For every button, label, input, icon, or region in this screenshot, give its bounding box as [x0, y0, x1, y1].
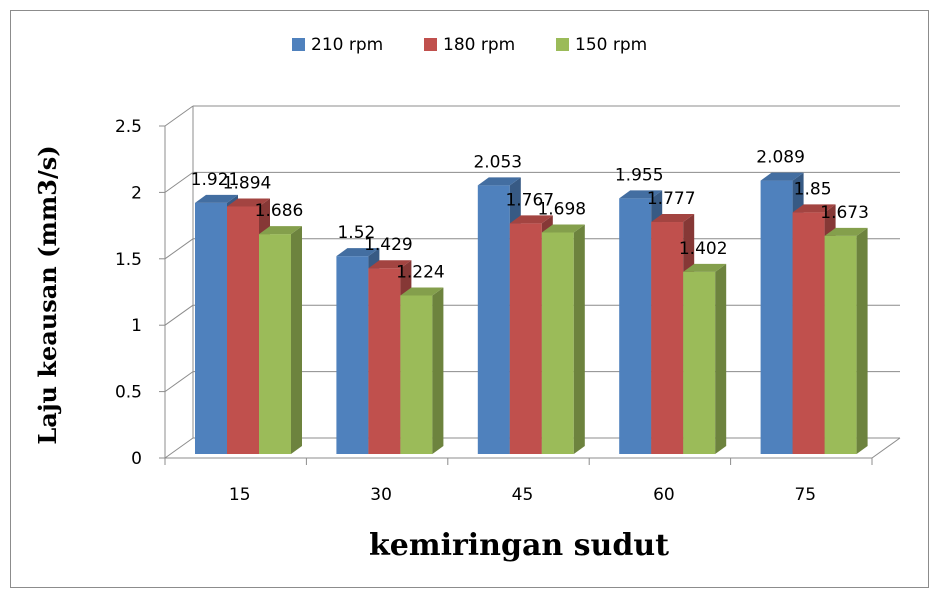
data-label: 1.673	[820, 203, 869, 223]
bar-front	[651, 222, 684, 454]
y-tick-label: 2	[131, 183, 142, 203]
legend-swatch	[292, 38, 305, 51]
bar-top	[760, 172, 804, 181]
bars	[195, 172, 868, 454]
x-tick-label: 45	[512, 485, 534, 505]
legend-label: 150 rpm	[575, 35, 647, 55]
bar-top	[368, 260, 412, 269]
data-label: 1.767	[505, 190, 554, 210]
data-label: 2.089	[756, 148, 805, 168]
y-tick-label: 2.5	[115, 117, 142, 137]
data-labels: 1.9211.8941.6861.521.4291.2242.0531.7671…	[191, 148, 869, 283]
gridline-side	[164, 105, 194, 127]
bar-top	[259, 226, 302, 235]
data-label: 1.686	[255, 201, 304, 221]
floor-right-edge	[871, 437, 901, 459]
gridline-side	[164, 304, 194, 326]
data-label: 1.955	[615, 165, 664, 185]
legend-swatch	[424, 38, 437, 51]
y-axis-title: Laju keausan (mm3/s)	[33, 145, 62, 444]
bar-top	[227, 198, 270, 207]
bar	[683, 263, 727, 454]
bar-front	[792, 212, 825, 454]
bar-top	[477, 177, 521, 186]
bar	[824, 227, 868, 454]
bar-front	[824, 235, 857, 454]
bar-front	[227, 206, 259, 454]
bar-top	[824, 227, 868, 236]
bar-top	[336, 248, 380, 257]
bar-front	[195, 202, 227, 454]
data-label: 1.698	[537, 200, 586, 220]
gridline-side	[164, 171, 194, 193]
bar-side	[573, 224, 585, 454]
axes: 00.511.522.515 30 45 60 75	[115, 106, 901, 505]
y-tick-label: 1	[131, 316, 142, 336]
data-label: 1.85	[794, 179, 832, 199]
bar-front	[509, 223, 542, 454]
x-tick-label: 60	[653, 485, 675, 505]
bar-top	[619, 190, 663, 199]
data-label: 1.429	[364, 235, 413, 255]
bar-front	[477, 185, 510, 454]
bar-top	[651, 214, 695, 223]
gridline-side	[164, 238, 194, 260]
bar-front	[683, 271, 716, 454]
bar-side	[291, 226, 302, 454]
legend-label: 180 rpm	[443, 35, 515, 55]
gridline-side	[164, 371, 194, 393]
bar-top	[541, 224, 585, 233]
bar-top	[683, 263, 727, 272]
bar	[541, 224, 585, 454]
y-tick-label: 0.5	[115, 383, 142, 403]
bar-top	[509, 215, 553, 224]
x-tick-label: 75	[794, 485, 816, 505]
bar	[400, 287, 444, 454]
bar-front	[760, 180, 793, 454]
bar-front	[336, 256, 369, 454]
data-label: 1.921	[191, 170, 240, 190]
x-tick-label: 15	[229, 485, 251, 505]
x-tick-label: 30	[370, 485, 392, 505]
data-label: 1.224	[396, 262, 445, 282]
bar-top	[792, 204, 836, 213]
bar-front	[259, 234, 291, 454]
legend: 210 rpm 180 rpm 150 rpm	[292, 35, 647, 55]
data-label: 1.894	[223, 173, 272, 193]
y-tick-label: 1.5	[115, 250, 142, 270]
legend-label: 210 rpm	[311, 35, 383, 55]
bar-side	[856, 227, 868, 454]
bar-front	[541, 232, 574, 454]
data-label: 2.053	[473, 152, 522, 172]
bar-side	[432, 287, 444, 454]
bar-front	[368, 268, 401, 454]
data-label: 1.52	[337, 223, 375, 243]
gridline-side	[164, 437, 194, 459]
bar-front	[619, 198, 652, 454]
data-label: 1.402	[679, 239, 728, 259]
y-tick-label: 0	[131, 449, 142, 469]
bar-side	[715, 263, 727, 454]
bar-top	[400, 287, 444, 296]
bar-front	[400, 295, 433, 454]
bar-top	[195, 194, 238, 203]
x-axis-title: kemiringan sudut	[369, 528, 669, 563]
data-label: 1.777	[647, 189, 696, 209]
bar	[259, 226, 302, 454]
legend-swatch	[556, 38, 569, 51]
